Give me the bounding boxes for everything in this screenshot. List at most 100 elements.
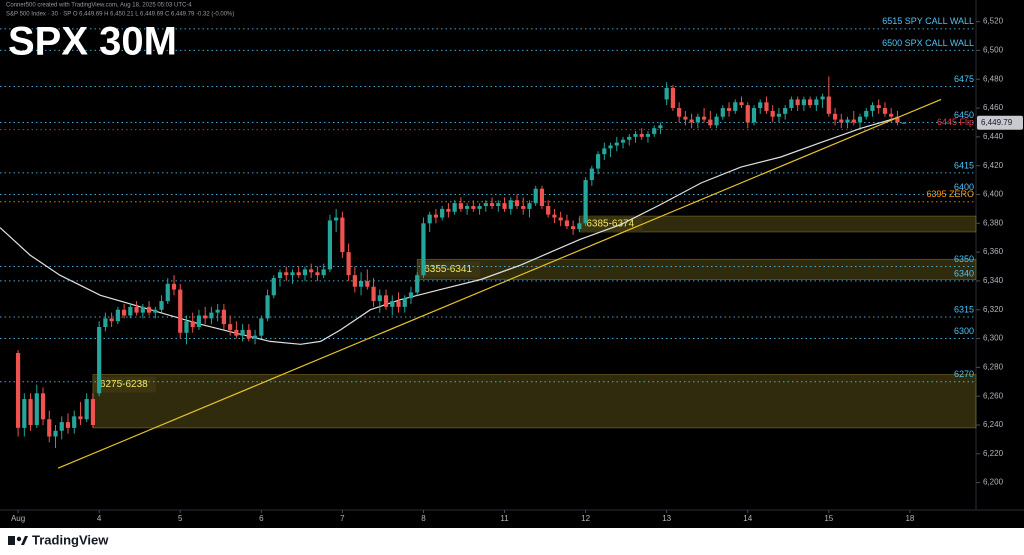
- candle-body: [346, 252, 351, 276]
- level-label: 6450: [954, 110, 974, 120]
- y-tick-label: 6,440: [983, 132, 1004, 141]
- candle-body: [527, 203, 532, 209]
- candle-body: [396, 301, 401, 307]
- candle-body: [72, 416, 77, 428]
- x-tick-label: 15: [824, 514, 833, 523]
- candle-body: [196, 315, 202, 328]
- candle-body: [620, 139, 626, 143]
- candle-body: [658, 125, 663, 129]
- candle-body: [733, 102, 738, 111]
- x-tick-label: 18: [905, 514, 914, 523]
- candle-body: [552, 214, 557, 218]
- candle-body: [402, 298, 407, 307]
- candle-body: [870, 105, 875, 111]
- candle-body: [383, 295, 389, 307]
- chart-title: SPX 30M: [8, 20, 177, 64]
- candle-body: [695, 116, 700, 123]
- candle-body: [271, 278, 276, 296]
- x-tick-label: 11: [500, 514, 509, 523]
- level-label: 6500 SPX CALL WALL: [882, 38, 974, 48]
- candle-body: [140, 306, 145, 313]
- last-price-label: 6,449.79: [981, 118, 1013, 127]
- candle-body: [358, 280, 364, 287]
- candle-body: [514, 200, 520, 207]
- candle-body: [146, 306, 152, 313]
- candle-body: [265, 295, 270, 319]
- y-tick-label: 6,520: [983, 17, 1004, 26]
- zone-label-box: [93, 376, 156, 393]
- candle-body: [851, 119, 856, 123]
- zone-label: 6355-6341: [424, 264, 472, 275]
- candle-body: [327, 220, 333, 270]
- candle-body: [814, 99, 819, 106]
- candle-body: [415, 275, 420, 293]
- candle-body: [377, 295, 382, 302]
- candle-body: [433, 214, 439, 218]
- candle-body: [78, 416, 83, 420]
- brand-logo: [8, 536, 28, 545]
- candle-body: [546, 206, 551, 215]
- candle-body: [59, 422, 64, 431]
- candle-body: [508, 200, 513, 209]
- watermark: Conner500 created with TradingView.com, …: [6, 3, 192, 9]
- candle-body: [795, 99, 800, 106]
- candle-body: [458, 203, 463, 209]
- candle-body: [639, 133, 644, 137]
- y-tick-label: 6,380: [983, 218, 1004, 227]
- level-label: 6445 Flip: [937, 117, 974, 127]
- candle-body: [252, 335, 258, 339]
- candle-body: [408, 292, 414, 299]
- candle-body: [234, 329, 239, 336]
- level-label: 6515 SPY CALL WALL: [882, 16, 974, 26]
- candle-body: [758, 102, 763, 109]
- candle-body: [421, 223, 426, 276]
- candle-body: [352, 275, 357, 287]
- candle-body: [340, 217, 345, 253]
- candle-body: [808, 99, 813, 106]
- candle-body: [564, 220, 569, 227]
- x-tick-label: 14: [743, 514, 752, 523]
- candle-body: [215, 309, 220, 313]
- candle-body: [84, 399, 89, 420]
- candle-body: [452, 203, 457, 212]
- candle-body: [633, 133, 638, 137]
- candle-body: [589, 168, 594, 181]
- level-label: 6340: [954, 268, 974, 278]
- y-tick-label: 6,260: [983, 391, 1004, 400]
- candle-body: [820, 96, 825, 100]
- x-tick-label: 8: [421, 514, 426, 523]
- trendline: [57, 98, 942, 469]
- candle-body: [558, 217, 563, 221]
- zone-label: 6275-6238: [100, 379, 148, 390]
- chart-background: [0, 0, 1024, 528]
- candle-body: [751, 108, 757, 123]
- moving-average: [0, 117, 897, 345]
- candle-body: [764, 102, 769, 111]
- candle-body: [465, 206, 470, 209]
- candle-body: [583, 180, 588, 224]
- candle-body: [97, 327, 102, 394]
- candle-body: [427, 214, 432, 224]
- candle-body: [670, 87, 676, 109]
- candle-body: [390, 301, 395, 307]
- candle-body: [446, 208, 451, 212]
- candle-body: [165, 283, 170, 302]
- candle-body: [153, 309, 158, 313]
- y-tick-label: 6,420: [983, 161, 1004, 170]
- level-label: 6315: [954, 304, 974, 314]
- candle-body: [652, 128, 657, 134]
- candle-body: [876, 105, 881, 109]
- x-tick-label: Aug: [11, 514, 25, 523]
- candle-body: [290, 272, 295, 276]
- brand-name: TradingView: [32, 532, 109, 547]
- plot-area: 6385-6374 6355-6341 6275-6238 6515 SPY CALL…: [0, 16, 977, 469]
- y-tick-label: 6,360: [983, 247, 1004, 256]
- candle-body: [839, 119, 844, 123]
- candle-body: [664, 87, 669, 100]
- candle-body: [53, 430, 58, 437]
- candle-body: [745, 105, 750, 123]
- candle-body: [496, 203, 501, 207]
- candle-body: [726, 108, 732, 111]
- candle-body: [539, 188, 545, 207]
